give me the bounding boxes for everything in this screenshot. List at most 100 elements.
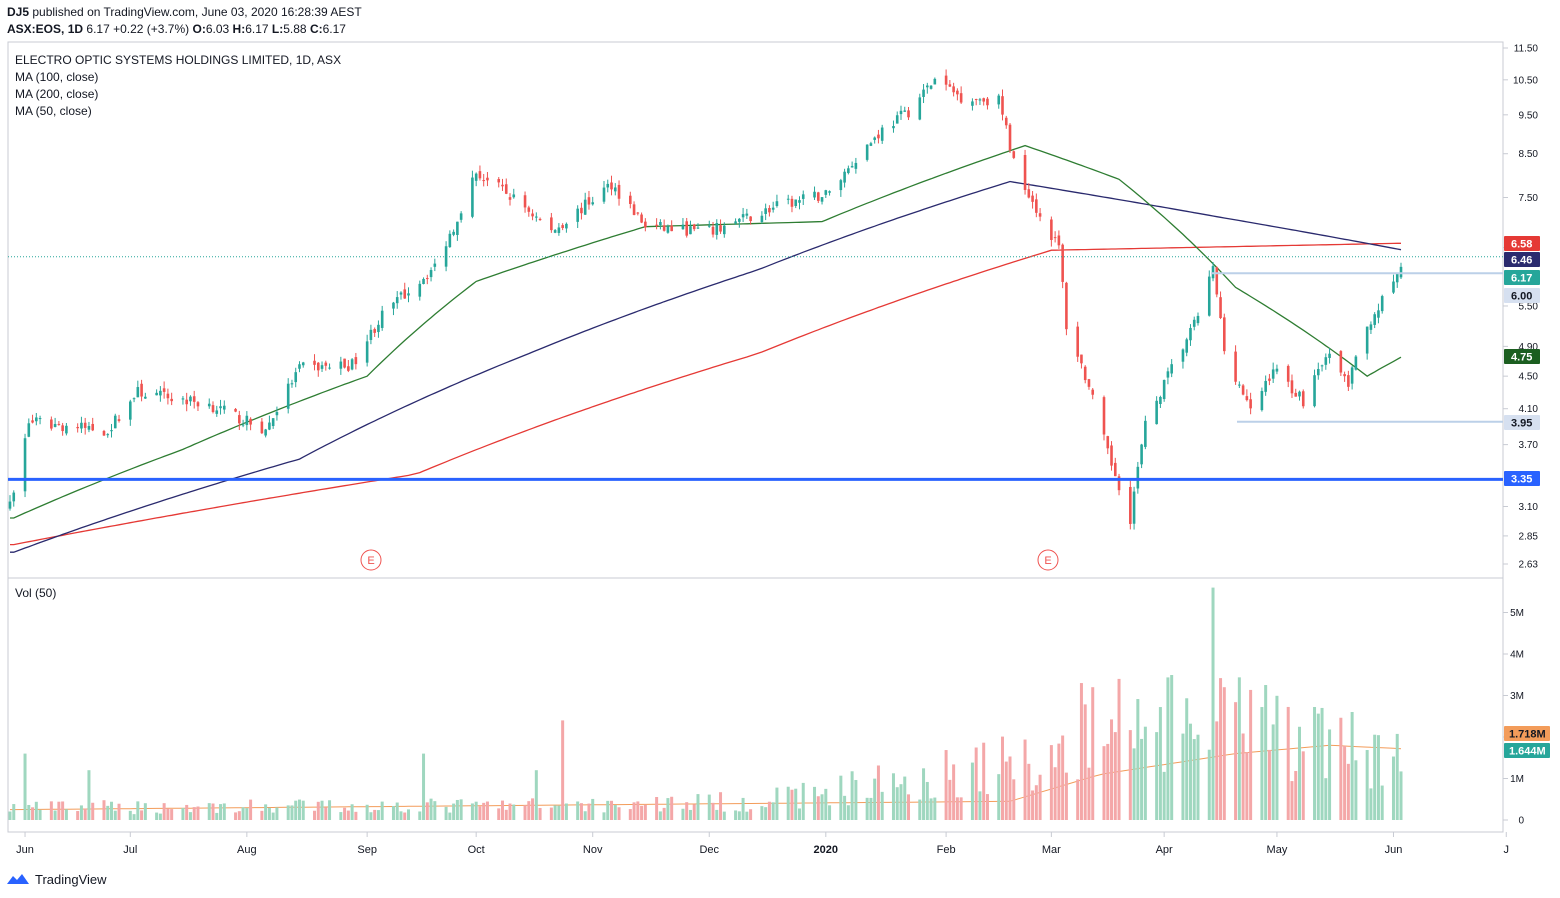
- candle-body: [53, 424, 57, 427]
- x-tick-label: Dec: [699, 844, 719, 856]
- candle-body: [587, 197, 591, 205]
- volume-bar: [531, 798, 535, 820]
- candle-body: [170, 398, 173, 402]
- volume-bar: [455, 799, 459, 820]
- volume-bar: [1219, 678, 1223, 820]
- candle-body: [956, 90, 959, 95]
- candle-body: [275, 411, 279, 416]
- volume-bar: [181, 807, 185, 820]
- candle-body: [1339, 351, 1343, 373]
- low-label: L:: [271, 22, 284, 36]
- x-tick-label: Jun: [1385, 844, 1403, 856]
- vol-tick-label: 5M: [1510, 608, 1524, 619]
- volume-bar: [395, 802, 399, 820]
- x-tick-label: Aug: [237, 844, 257, 856]
- volume-bar: [869, 797, 873, 820]
- volume-bar: [1373, 734, 1377, 820]
- candle-body: [1260, 391, 1264, 411]
- candle-body: [696, 227, 700, 229]
- legend-volume[interactable]: Vol (50): [15, 586, 57, 600]
- volume-bar: [741, 797, 745, 820]
- candle-body: [734, 221, 737, 224]
- candle-body: [249, 418, 252, 425]
- volume-bar: [895, 787, 899, 820]
- volume-bar: [670, 796, 674, 820]
- candle-body: [1354, 356, 1358, 370]
- candle-body: [80, 422, 83, 429]
- publisher-name[interactable]: DJ5: [7, 5, 30, 19]
- volume-bar: [948, 779, 952, 820]
- candle-body: [102, 430, 106, 436]
- horizontal-levels[interactable]: [8, 256, 1503, 481]
- x-tick-label: Mar: [1042, 844, 1061, 856]
- volume-bar: [1207, 749, 1211, 820]
- volume-bar: [591, 798, 595, 820]
- volume-bar: [31, 807, 35, 820]
- volume-bar: [271, 812, 275, 820]
- volume-bar: [485, 801, 489, 820]
- candle-body: [448, 233, 452, 248]
- candle-body: [978, 99, 982, 101]
- volume-bar: [497, 808, 501, 820]
- close-value: 6.17: [322, 22, 346, 36]
- volume-bar: [380, 801, 384, 820]
- price-tick-label: 4.50: [1519, 372, 1539, 383]
- volume-bar: [207, 803, 211, 820]
- candle-body: [959, 93, 963, 103]
- volume-bar: [286, 805, 290, 820]
- volume-bar: [1313, 707, 1317, 820]
- volume-bar: [816, 796, 820, 820]
- legend-ma100[interactable]: MA (100, close): [15, 70, 99, 84]
- volume-bar: [1264, 685, 1268, 820]
- volume-bar: [102, 800, 106, 820]
- volume-bar: [978, 791, 982, 820]
- candle-body: [1313, 375, 1316, 407]
- volume-bar: [719, 792, 723, 820]
- candle-body: [1294, 392, 1298, 397]
- legend-ma200[interactable]: MA (200, close): [15, 87, 99, 101]
- candle-body: [565, 223, 568, 229]
- candle-body: [38, 418, 42, 420]
- legend-instrument[interactable]: ELECTRO OPTIC SYSTEMS HOLDINGS LIMITED, …: [15, 53, 342, 67]
- low-value: 5.88: [283, 22, 307, 36]
- tradingview-logo-icon[interactable]: [6, 871, 30, 887]
- volume-bar: [1192, 739, 1196, 820]
- volume-bar: [1023, 739, 1027, 820]
- volume-bar: [1061, 735, 1065, 820]
- candle-body: [313, 360, 316, 365]
- candle-body: [839, 180, 843, 191]
- legend-ma50[interactable]: MA (50, close): [15, 104, 92, 118]
- candle-body: [268, 422, 271, 430]
- volume-bar: [786, 786, 790, 820]
- volume-bar: [854, 780, 858, 820]
- volume-bar: [1316, 713, 1320, 820]
- volume-bar: [504, 809, 508, 820]
- volume-bar: [583, 811, 587, 820]
- volume-bar: [839, 775, 843, 820]
- candle-body: [738, 218, 741, 222]
- volume-bar: [8, 811, 12, 820]
- candle-body: [768, 208, 771, 213]
- volume-bar: [166, 808, 170, 820]
- volume-bar: [83, 808, 87, 820]
- footer-brand[interactable]: TradingView: [35, 871, 107, 887]
- candle-body: [1053, 237, 1057, 239]
- moving-averages: [10, 144, 1402, 811]
- candle-body: [1080, 354, 1083, 364]
- candle-body: [35, 417, 38, 422]
- volume-bar: [470, 803, 474, 820]
- candle-body: [294, 372, 298, 383]
- candle-body: [895, 115, 899, 124]
- candle-body: [433, 263, 437, 267]
- volume-bar: [602, 812, 606, 820]
- price-tag-value: 3.95: [1511, 418, 1532, 430]
- volume-bar: [444, 806, 448, 820]
- candle-body: [459, 213, 463, 220]
- candle-body: [1132, 491, 1136, 524]
- candle-body: [57, 423, 61, 425]
- volume-bar: [87, 770, 91, 820]
- candle-body: [685, 221, 689, 236]
- candle-body: [583, 199, 587, 215]
